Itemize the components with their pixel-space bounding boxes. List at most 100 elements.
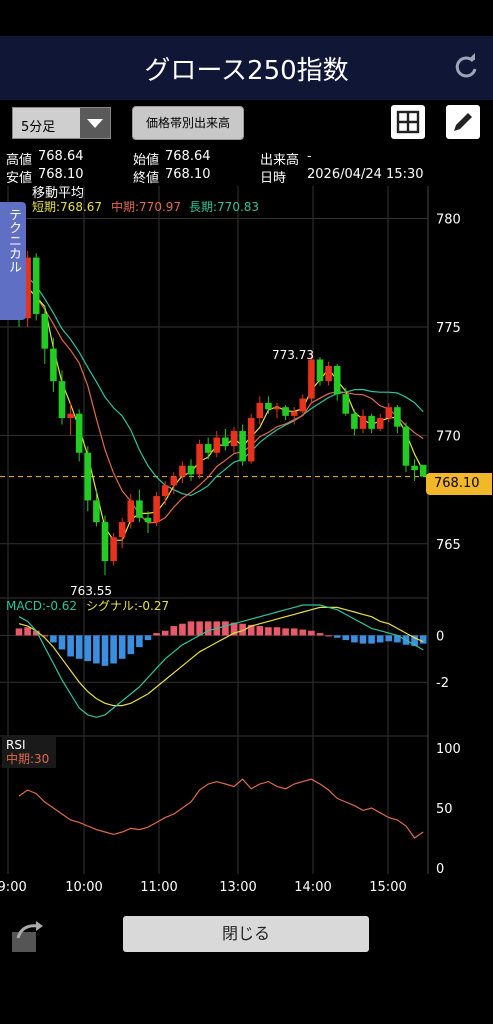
candle-body: [24, 257, 31, 319]
macd-histogram-bar: [41, 635, 49, 637]
ma-title: 移動平均: [32, 186, 84, 201]
rsi-panel: [18, 778, 424, 839]
candle: [402, 422, 410, 473]
macd-histogram-bar: [24, 627, 31, 636]
macd-histogram-bar: [153, 633, 160, 636]
price-chart[interactable]: 09:00 10:00 11:00 13:00 14:00 15:00 780 775 770 7…: [0, 186, 493, 900]
macd-histogram-bar: [222, 621, 229, 636]
macd-histogram-bar: [316, 633, 324, 636]
candle-body: [32, 257, 40, 314]
macd-histogram-bar: [75, 635, 83, 659]
macd-histogram-bar: [325, 635, 332, 637]
refresh-icon[interactable]: [451, 52, 481, 82]
candle-body: [50, 348, 57, 382]
rsi-mid-legend: 中期:30: [6, 751, 49, 766]
title-bar: グロース250指数: [0, 36, 493, 100]
candle-body: [144, 517, 152, 523]
candle: [161, 480, 169, 505]
technical-tab-label: テクニカル: [6, 208, 21, 273]
time-tick-label: 14:00: [294, 880, 331, 895]
candle: [239, 424, 246, 466]
candle: [325, 361, 332, 386]
price-info: 高値 768.64 始値 768.64 出来高 - 安値 768.10 終値 7…: [0, 146, 493, 186]
candle-body: [41, 313, 49, 349]
candle-body: [247, 418, 255, 462]
candle: [24, 251, 31, 327]
macd-histogram-bar: [368, 635, 375, 644]
candle-body: [299, 398, 307, 412]
macd-histogram-bar: [136, 635, 143, 648]
axis-labels: 09:00 10:00 11:00 13:00 14:00 15:00 780 775 770 7…: [0, 213, 461, 895]
candle-body: [368, 415, 375, 429]
open-value: 768.64: [165, 149, 211, 164]
candle: [273, 402, 281, 419]
candle-body: [213, 437, 221, 453]
ma-mid-legend: 中期:770.97: [111, 199, 181, 214]
candle: [368, 413, 375, 434]
grid-layout-icon[interactable]: [391, 105, 425, 139]
candle-body: [239, 431, 246, 462]
macd-histogram-bar: [144, 635, 152, 641]
macd-histogram-bar: [282, 628, 289, 636]
candle: [419, 464, 427, 477]
candle-body: [187, 465, 195, 475]
candle: [179, 461, 186, 484]
candle: [136, 489, 143, 523]
candle: [41, 305, 49, 364]
low-label: 安値: [6, 171, 33, 186]
ma-short-line: [18, 286, 424, 541]
candle-body: [84, 452, 92, 501]
candle: [342, 387, 350, 416]
interval-select[interactable]: 5分足: [12, 107, 111, 139]
macd-histogram-bar: [265, 627, 272, 636]
macd-histogram-bar: [308, 630, 315, 636]
macd-histogram-bar: [127, 635, 135, 655]
macd-legend: MACD:-0.62: [6, 599, 77, 613]
macd-histogram-bar: [204, 621, 212, 636]
candle-body: [290, 411, 298, 416]
candle: [84, 446, 92, 512]
close-button[interactable]: 閉じる: [123, 916, 369, 952]
macd-histogram-bar: [179, 623, 186, 636]
candle-body: [402, 426, 410, 466]
rsi-line: [18, 778, 424, 839]
candle-body: [308, 359, 315, 399]
candle: [290, 407, 298, 425]
macd-histogram-bar: [187, 621, 195, 636]
candle: [110, 532, 117, 566]
close-label: 終値: [133, 171, 160, 186]
toolbar: 5分足 価格帯別出来高: [0, 100, 493, 146]
macd-histogram-bar: [290, 628, 298, 636]
price-band-volume-button[interactable]: 価格帯別出来高: [132, 106, 244, 140]
candle-body: [222, 437, 229, 447]
rsi-tick-label: 100: [436, 742, 461, 757]
datetime-label: 日時: [260, 171, 287, 186]
macd-histogram-bar: [419, 635, 427, 644]
macd-histogram-bar: [58, 635, 66, 650]
volume-value: -: [307, 149, 312, 164]
macd-histogram-bar: [359, 635, 367, 644]
candle-body: [136, 500, 143, 518]
macd-histogram-bar: [84, 635, 92, 662]
ma-long-legend: 長期:770.83: [189, 200, 259, 214]
candle: [75, 409, 83, 462]
macd-histogram-bar: [342, 635, 350, 641]
open-label: 始値: [133, 153, 160, 168]
candle: [299, 394, 307, 414]
candle: [170, 472, 178, 494]
candle: [394, 405, 401, 434]
macd-histogram-bar: [299, 629, 307, 636]
page-title: グロース250指数: [144, 56, 349, 86]
candle-body: [265, 402, 272, 410]
pencil-icon[interactable]: [446, 105, 480, 139]
price-tick-label: 765: [436, 538, 461, 553]
candle-body: [325, 365, 332, 382]
candle: [359, 409, 367, 434]
candle-body: [93, 500, 100, 523]
rotate-back-icon[interactable]: [10, 918, 46, 954]
candle-body: [170, 476, 178, 486]
chevron-down-icon[interactable]: [80, 108, 110, 138]
datetime-value: 2026/04/24 15:30: [307, 167, 424, 182]
macd-histogram-bar: [110, 635, 117, 664]
technical-tab[interactable]: テクニカル: [0, 202, 26, 320]
